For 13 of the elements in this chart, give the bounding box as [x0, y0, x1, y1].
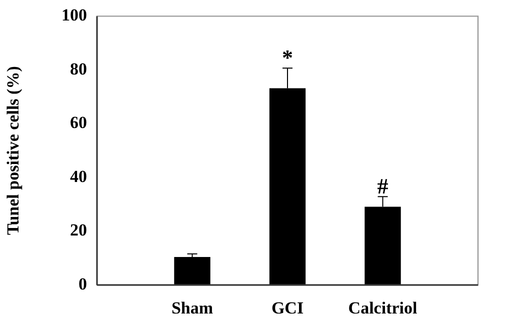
x-tick-label: Calcitriol — [348, 298, 418, 318]
y-tick-label: 0 — [78, 274, 87, 294]
y-tick-label: 40 — [70, 166, 87, 186]
y-tick-label: 60 — [70, 113, 87, 132]
y-tick-label: 20 — [70, 220, 87, 240]
x-tick-label: GCI — [271, 298, 304, 318]
annotation: * — [282, 44, 293, 70]
annotation: # — [377, 173, 388, 198]
y-tick-label: 100 — [62, 6, 87, 25]
bar — [174, 257, 210, 285]
x-tick-label: Sham — [171, 298, 214, 318]
y-tick-label: 80 — [70, 59, 87, 78]
y-axis-title: Tunel positive cells (%) — [4, 66, 23, 236]
